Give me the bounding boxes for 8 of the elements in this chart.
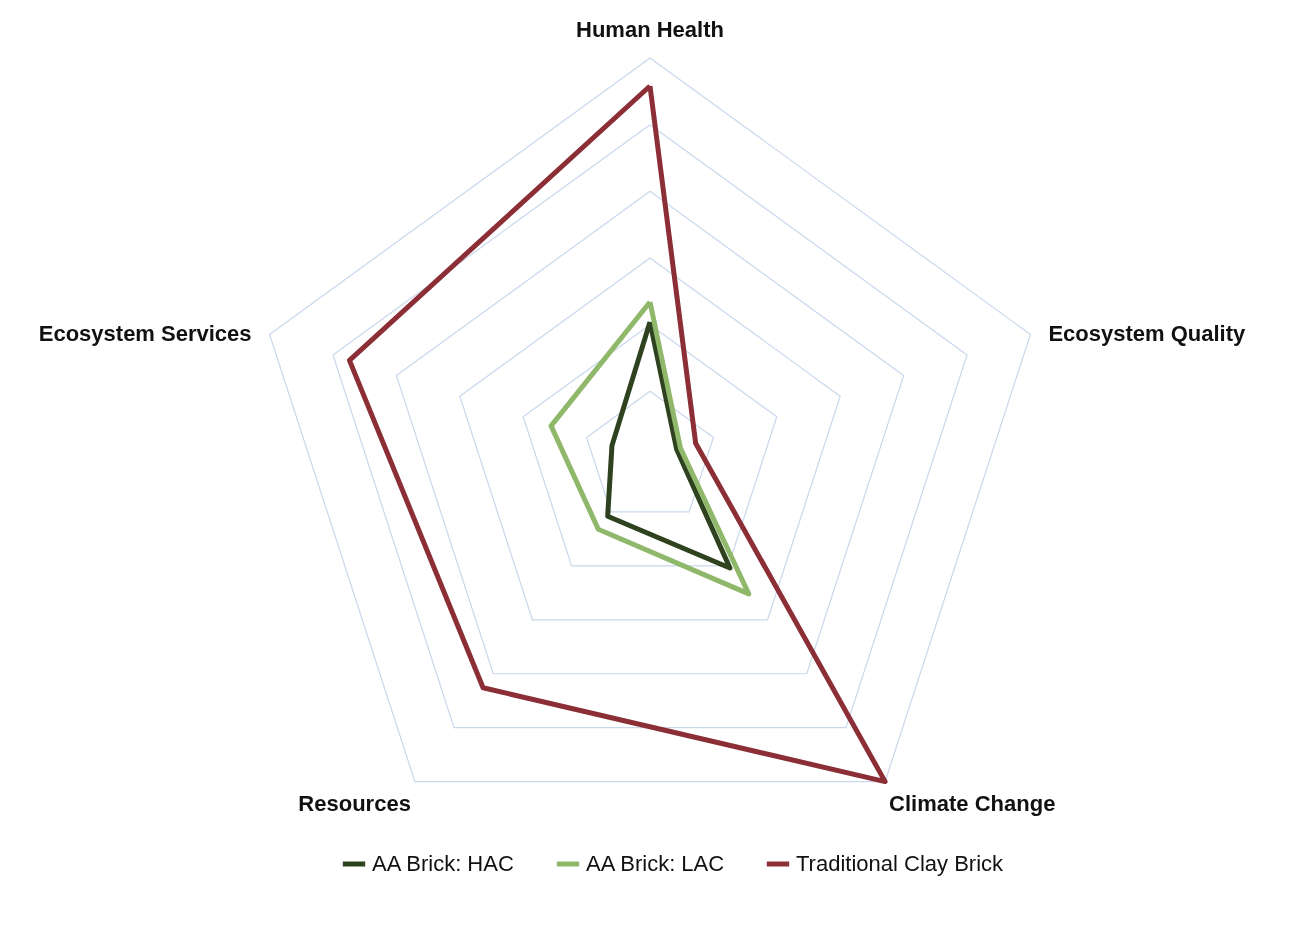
legend-label: AA Brick: LAC	[586, 851, 725, 876]
spoke-label: Human Health	[576, 17, 724, 42]
legend-label: Traditional Clay Brick	[796, 851, 1005, 876]
spoke-label: Resources	[298, 790, 411, 816]
legend-label: AA Brick: HAC	[372, 851, 514, 876]
spoke-label: Climate Change	[889, 790, 1056, 816]
spoke-label: Ecosystem Services	[38, 321, 252, 347]
spoke-label: Ecosystem Quality	[1048, 321, 1247, 347]
